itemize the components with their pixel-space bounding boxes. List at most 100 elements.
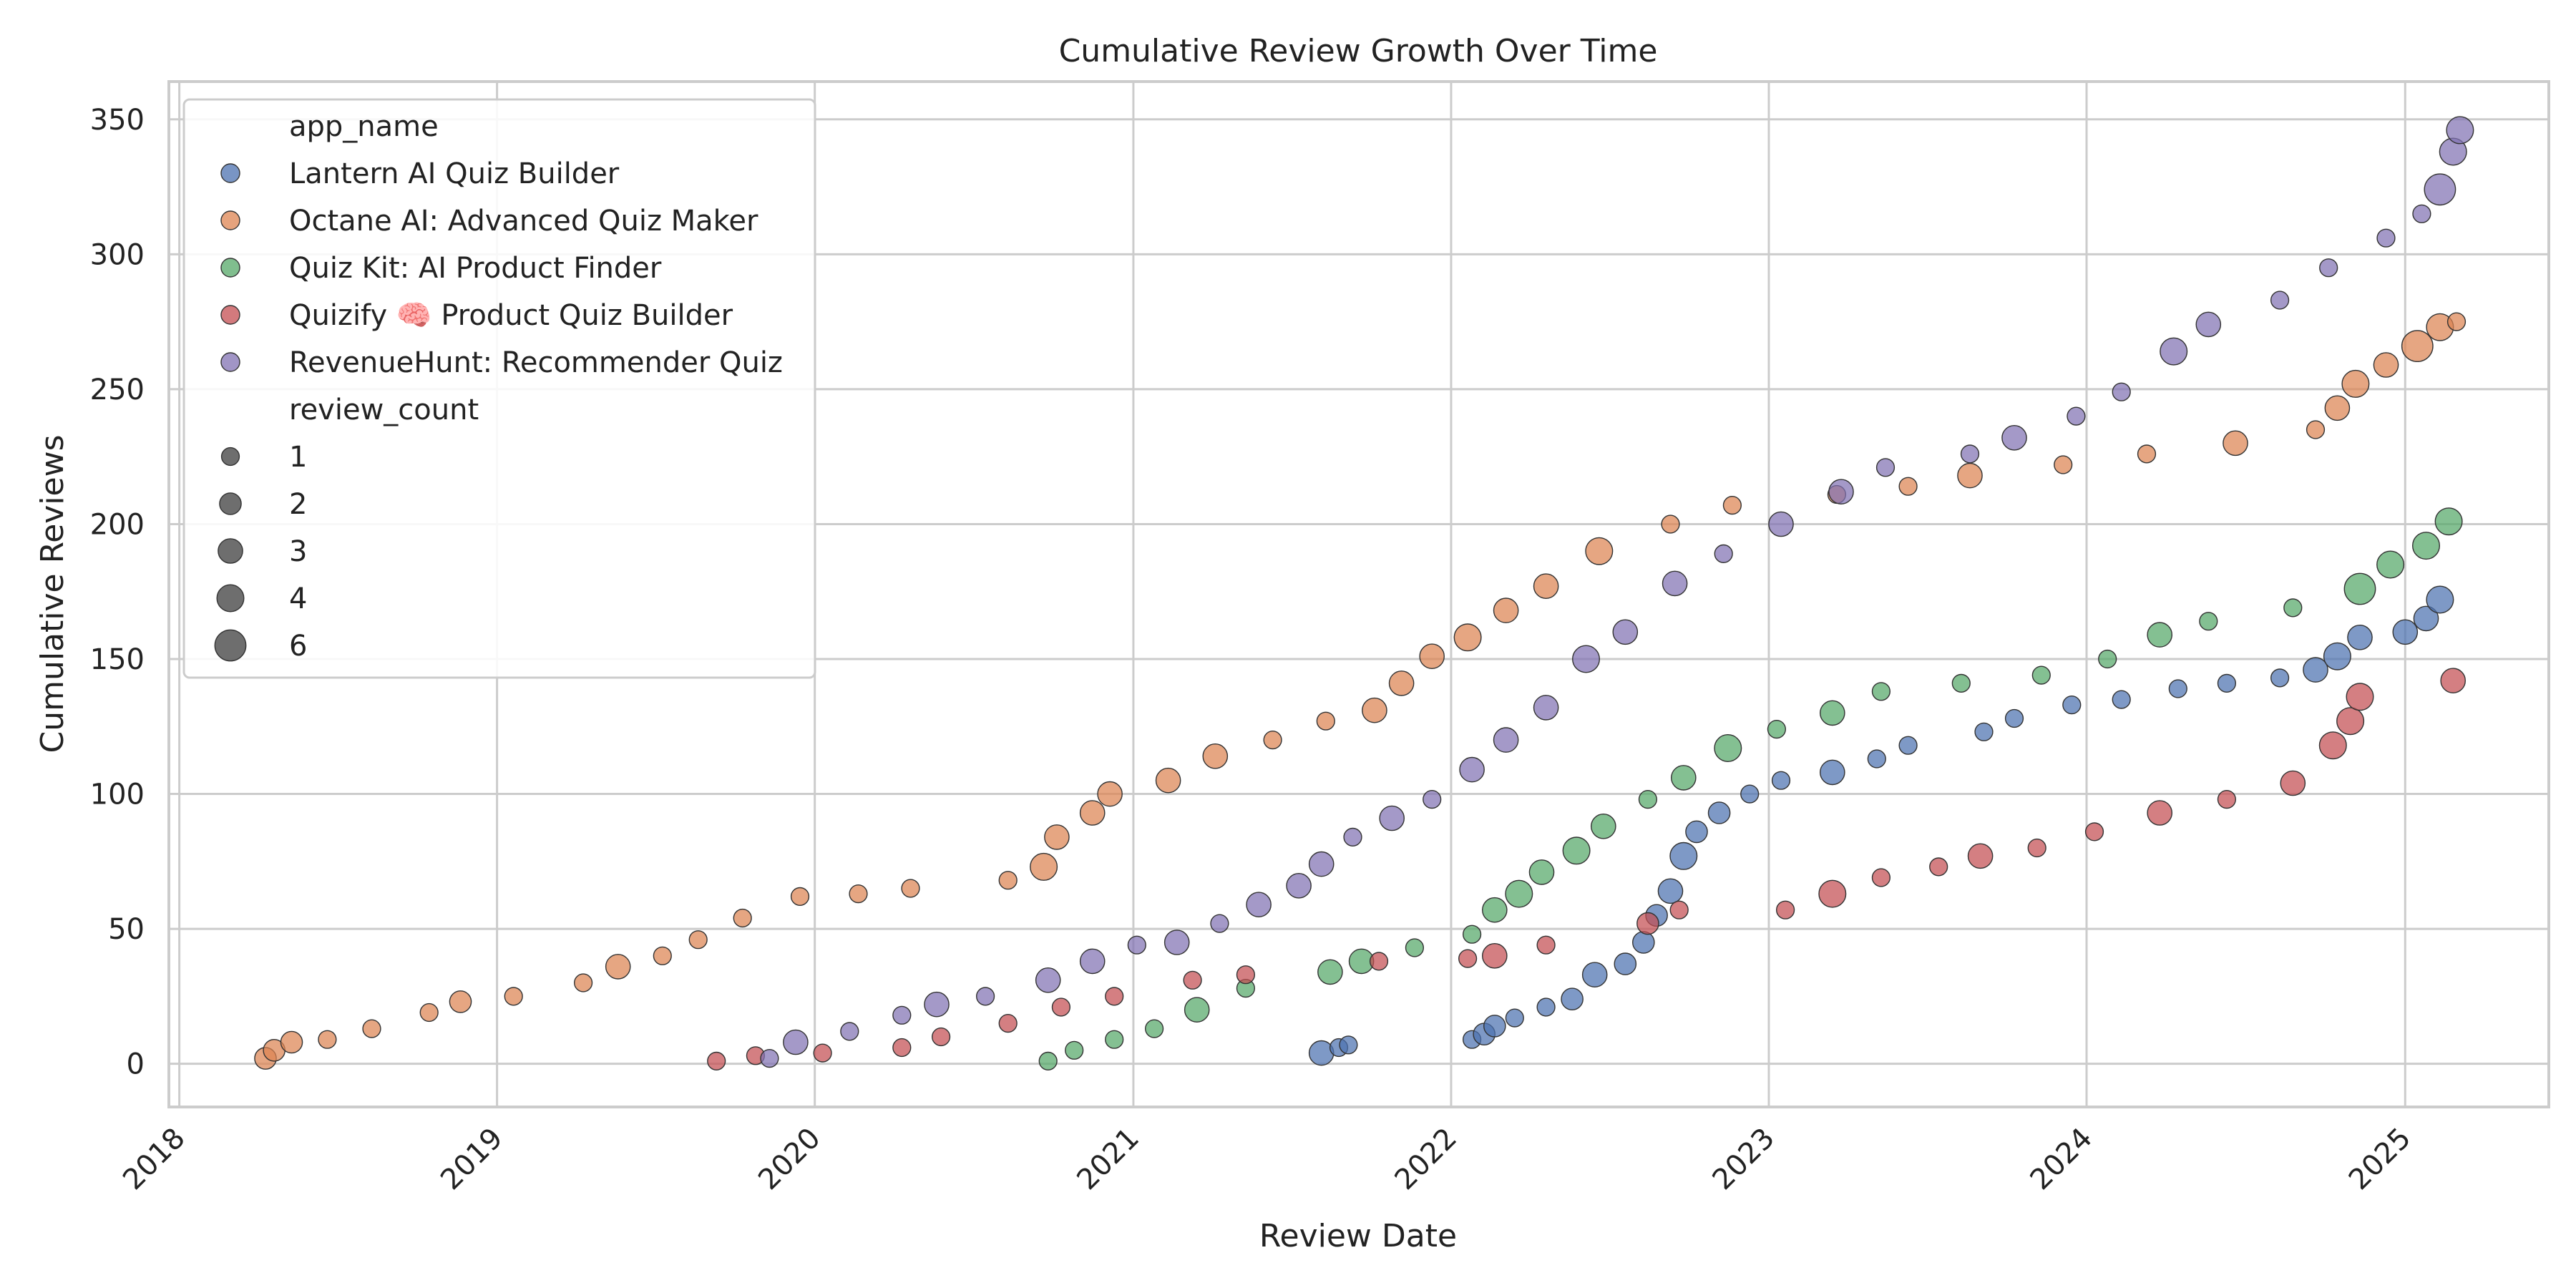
data-point	[1819, 759, 1845, 786]
data-point	[998, 1013, 1018, 1033]
data-point	[2027, 838, 2046, 858]
data-point	[840, 1022, 859, 1041]
data-point	[2223, 430, 2248, 457]
legend-entry-label: RevenueHunt: Recommender Quiz	[289, 346, 783, 379]
legend-marker	[220, 163, 240, 183]
x-tick-label: 2021	[1070, 1122, 1146, 1197]
legend-size-title: review_count	[289, 394, 479, 426]
data-point	[2168, 679, 2187, 698]
data-point	[1974, 722, 1994, 741]
data-point	[1714, 733, 1742, 762]
data-point	[1670, 765, 1697, 791]
data-point	[1163, 930, 1190, 955]
data-point	[2084, 822, 2104, 841]
legend-marker	[220, 352, 240, 372]
data-point	[2147, 800, 2172, 826]
data-point	[2446, 312, 2467, 331]
data-point	[1740, 784, 1760, 804]
data-point	[2199, 612, 2218, 631]
data-point	[2283, 598, 2303, 618]
data-point	[1722, 495, 1742, 515]
data-point	[1631, 931, 1655, 954]
plot-frame	[167, 80, 2550, 1108]
chart-title: Cumulative Review Growth Over Time	[1059, 33, 1658, 69]
data-point	[1127, 935, 1146, 955]
data-point	[1079, 800, 1106, 826]
data-point	[2346, 683, 2374, 711]
data-point	[1957, 462, 1983, 489]
data-point	[707, 1051, 726, 1070]
data-point	[1316, 711, 1335, 731]
data-point	[892, 1038, 912, 1058]
data-point	[1771, 771, 1791, 790]
data-point	[1867, 749, 1886, 769]
data-point	[2392, 619, 2419, 645]
data-point	[2004, 708, 2024, 728]
legend-hue-title: app_name	[289, 110, 439, 143]
data-point	[1210, 914, 1229, 933]
data-point	[1967, 843, 1994, 869]
data-point	[783, 1029, 809, 1055]
data-point	[1819, 700, 1845, 726]
data-point	[1662, 570, 1688, 597]
data-point	[1388, 670, 1415, 696]
data-point	[1614, 952, 1637, 975]
data-point	[1571, 645, 1600, 673]
data-point	[1533, 573, 1559, 600]
data-point	[1612, 619, 1639, 645]
data-point	[2324, 395, 2351, 421]
y-tick-label: 250	[90, 374, 145, 406]
data-point	[1714, 544, 1733, 563]
y-tick-label: 200	[90, 508, 145, 541]
y-tick-label: 50	[108, 913, 145, 946]
legend-size-label: 3	[289, 535, 307, 568]
data-point	[2270, 291, 2290, 310]
data-point	[1105, 987, 1124, 1006]
data-point	[1707, 801, 1731, 824]
data-point	[1636, 912, 1659, 935]
legend-entry-label: Lantern AI Quiz Builder	[289, 157, 620, 190]
data-point	[2270, 668, 2290, 688]
x-tick-labels: 2018 2019 2020 2021 2022 2023 2024 2025	[117, 1122, 2417, 1197]
data-point	[2112, 690, 2131, 709]
data-point	[1246, 892, 1272, 917]
y-tick-labels: 0 50 100 150 200 250 300 350	[90, 104, 145, 1081]
data-point	[2280, 770, 2306, 796]
data-point	[1481, 897, 1508, 923]
data-point	[573, 973, 593, 992]
data-point	[1483, 1015, 1506, 1038]
data-point	[1065, 1040, 1084, 1060]
data-point	[1581, 962, 1608, 987]
data-point	[1463, 924, 1482, 944]
legend-size-label: 6	[289, 630, 307, 663]
legend-marker	[220, 258, 240, 278]
data-point	[1828, 479, 1854, 505]
data-point	[2067, 406, 2086, 426]
data-point	[813, 1043, 832, 1063]
data-point	[2376, 228, 2396, 248]
data-point	[2098, 649, 2117, 669]
data-point	[2001, 425, 2027, 451]
data-point	[1505, 879, 1533, 908]
data-point	[931, 1027, 951, 1047]
data-point	[1453, 623, 1482, 652]
data-point	[1898, 477, 1918, 496]
data-point	[1536, 935, 1556, 955]
data-point	[2376, 550, 2405, 579]
data-point	[2401, 330, 2434, 362]
data-point	[1875, 458, 1896, 477]
data-point	[1202, 743, 1229, 769]
data-point	[2112, 382, 2131, 401]
legend-marker	[220, 305, 240, 325]
data-point	[2054, 455, 2073, 474]
data-point	[2031, 665, 2051, 685]
data-point	[318, 1030, 337, 1049]
data-point	[1493, 727, 1519, 753]
data-point	[1669, 900, 1689, 919]
data-point	[2412, 204, 2431, 223]
data-point	[1423, 789, 1442, 809]
data-point	[1379, 805, 1405, 831]
y-tick-label: 150	[90, 643, 145, 676]
legend-entry-label: Octane AI: Advanced Quiz Maker	[289, 205, 758, 238]
y-axis-label: Cumulative Reviews	[34, 434, 71, 753]
